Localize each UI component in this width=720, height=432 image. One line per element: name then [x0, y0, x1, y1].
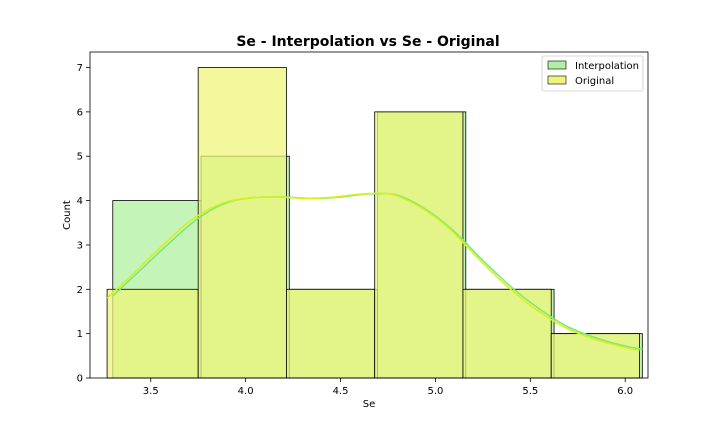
kde-line-original	[106, 192, 640, 352]
y-tick-label: 3	[77, 240, 83, 251]
y-axis-label: Count	[62, 200, 73, 230]
x-tick-label: 3.5	[143, 386, 159, 397]
y-tick-label: 4	[77, 196, 83, 207]
bar-original	[550, 333, 640, 379]
x-tick-label: 4.5	[333, 386, 349, 397]
x-tick-label: 6.0	[617, 386, 633, 397]
legend-label-original: Original	[575, 76, 614, 87]
x-tick-label: 4.0	[238, 386, 254, 397]
legend-swatch-interpolation	[547, 60, 567, 70]
bar-original	[197, 67, 287, 379]
legend: Interpolation Original	[541, 55, 644, 92]
y-tick-label: 6	[77, 107, 83, 118]
y-tick-label: 0	[77, 374, 83, 385]
y-tick-label: 5	[77, 152, 83, 163]
y-axis: 0 1 2 3 4 5 6 7	[77, 63, 90, 385]
y-tick-label: 2	[77, 285, 83, 296]
chart-title: Se - Interpolation vs Se - Original	[236, 34, 499, 50]
legend-label-interpolation: Interpolation	[575, 61, 639, 72]
y-tick-label: 7	[77, 63, 83, 74]
plot-frame	[89, 51, 649, 379]
y-tick-label: 1	[77, 329, 83, 340]
legend-box	[541, 55, 644, 92]
plot-area	[106, 67, 643, 379]
x-tick-label: 5.0	[427, 386, 443, 397]
bar-original	[462, 288, 552, 379]
bar-original	[106, 288, 199, 379]
x-tick-label: 5.5	[522, 386, 538, 397]
x-axis-label: Se	[363, 399, 376, 410]
legend-swatch-original	[547, 75, 567, 85]
bar-original	[374, 111, 464, 379]
x-axis: 3.5 4.0 4.5 5.0 5.5 6.0	[143, 378, 633, 397]
bar-original	[286, 288, 376, 379]
